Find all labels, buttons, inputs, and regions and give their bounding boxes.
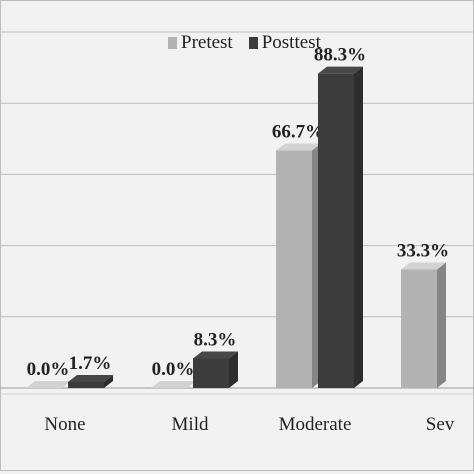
legend: Pretest Posttest (168, 32, 321, 54)
x-tick-label: Sev (426, 414, 455, 435)
data-label-posttest-mild: 8.3% (194, 329, 237, 350)
legend-label-pretest: Pretest (181, 32, 233, 53)
legend-swatch-pretest (168, 37, 177, 49)
x-tick-label: Moderate (279, 414, 352, 435)
legend-item-posttest: Posttest (248, 32, 321, 54)
data-label-pretest-moderate: 66.7% (272, 122, 324, 143)
legend-swatch-posttest (248, 37, 258, 49)
bar-posttest-moderate (318, 66, 363, 388)
data-label-posttest-none: 1.7% (69, 353, 112, 374)
bar-posttest-none (68, 374, 113, 388)
x-tick-label: Mild (172, 414, 209, 435)
data-label-pretest-mild: 0.0% (152, 359, 195, 380)
legend-label-posttest: Posttest (261, 32, 321, 53)
data-label-posttest-moderate: 88.3% (314, 45, 366, 66)
bar-pretest-severe (401, 262, 446, 388)
bar-pretest-none (26, 381, 71, 388)
bar-posttest-mild (193, 351, 238, 388)
bar-pretest-moderate (276, 143, 321, 388)
bar-pretest-mild (151, 381, 196, 388)
x-tick-label: None (44, 414, 85, 435)
data-label-pretest-severe: 33.3% (397, 240, 449, 261)
legend-item-pretest: Pretest (168, 32, 233, 54)
data-label-pretest-none: 0.0% (27, 359, 70, 380)
